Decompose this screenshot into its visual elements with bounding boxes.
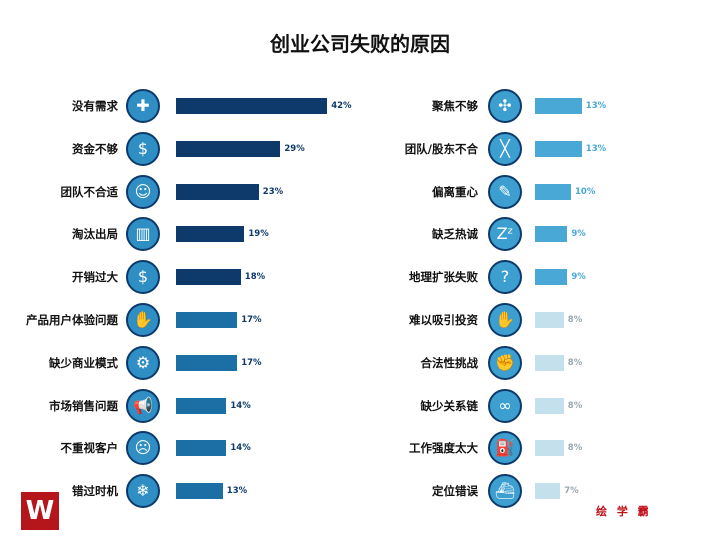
brand-label: 绘 学 霸 — [596, 505, 652, 518]
value-label: 8% — [567, 315, 583, 325]
bar — [535, 140, 582, 157]
value-label: 9% — [571, 272, 586, 283]
category-label: 偏离重心 — [432, 184, 478, 199]
value-label: 13% — [226, 486, 248, 497]
category-label: 资金不够 — [72, 141, 118, 156]
gas-pump-icon: ⛽ — [488, 431, 522, 466]
value-label: 18% — [244, 272, 266, 283]
value-label: 7% — [564, 486, 579, 497]
bar — [535, 269, 568, 286]
snowflake-icon: ❄ — [126, 474, 160, 509]
ship-icon: ⛴ — [488, 474, 522, 509]
value-label: 14% — [230, 443, 251, 454]
value-label: 10% — [575, 186, 596, 197]
bar — [176, 140, 281, 157]
value-label: 13% — [585, 143, 607, 154]
category-label: 地理扩张失败 — [409, 270, 478, 285]
value-label: 8% — [567, 357, 583, 368]
value-label: 8% — [567, 400, 583, 411]
value-label: 13% — [585, 101, 607, 111]
category-label: 产品用户体验问题 — [26, 313, 118, 327]
value-label: 14% — [230, 400, 251, 411]
category-label: 错过时机 — [72, 484, 118, 499]
bar — [176, 483, 223, 500]
category-label: 没有需求 — [72, 99, 118, 113]
value-label: 17% — [241, 315, 262, 325]
bar — [535, 397, 564, 414]
megaphone-icon: 📢 — [126, 388, 160, 423]
category-label: 缺少商业模式 — [49, 355, 118, 370]
value-label: 29% — [284, 143, 305, 154]
bar — [176, 312, 238, 328]
team-icon: ☺ — [126, 174, 160, 209]
coins-icon: $ — [126, 260, 160, 295]
handshake-icon: ✋ — [488, 303, 522, 337]
bar — [535, 183, 571, 200]
thumbs-down-icon: ✋ — [126, 303, 160, 337]
bar — [535, 312, 564, 328]
category-label: 淘汰出局 — [72, 227, 118, 242]
bar — [535, 98, 582, 114]
bar — [176, 440, 227, 457]
category-label: 合法性挑战 — [420, 355, 479, 370]
value-label: 8% — [567, 443, 583, 454]
category-label: 工作强度太大 — [409, 441, 478, 456]
bar — [176, 183, 259, 200]
bar — [176, 354, 238, 371]
value-label: 17% — [241, 357, 262, 368]
logo: W — [21, 492, 59, 530]
puzzle-icon: ✚ — [126, 89, 160, 123]
value-label: 42% — [331, 101, 352, 111]
pencil-icon: ✎ — [488, 174, 522, 209]
value-label: 23% — [262, 186, 284, 197]
category-label: 团队不合适 — [60, 184, 119, 199]
value-label: 19% — [248, 229, 269, 240]
bar — [176, 226, 245, 243]
category-label: 缺乏热诚 — [432, 227, 478, 242]
podium-icon: ▥ — [126, 217, 160, 252]
bar — [535, 440, 564, 457]
arrows-icon: ✣ — [488, 89, 522, 123]
category-label: 市场销售问题 — [49, 398, 118, 413]
location-icon: ? — [488, 260, 522, 295]
bar — [535, 483, 561, 500]
category-label: 团队/股东不合 — [404, 141, 478, 156]
bar — [535, 354, 564, 371]
money-bag-icon: $ — [126, 131, 160, 166]
category-label: 缺少关系链 — [420, 398, 479, 413]
monkey-icon: ☹ — [126, 431, 160, 466]
value-label: 9% — [571, 229, 586, 240]
oars-icon: ╳ — [488, 131, 522, 166]
category-label: 聚焦不够 — [432, 99, 478, 113]
category-label: 定位错误 — [432, 484, 478, 499]
category-label: 开销过大 — [72, 270, 118, 285]
category-label: 不重视客户 — [60, 441, 119, 456]
bar — [176, 269, 241, 286]
chain-icon: ∞ — [488, 388, 522, 423]
category-label: 难以吸引投资 — [409, 313, 478, 327]
fist-icon: ✊ — [488, 345, 522, 380]
bar — [176, 397, 227, 414]
wheel-icon: ⚙ — [126, 345, 160, 380]
chart-title: 创业公司失败的原因 — [270, 32, 450, 56]
bar — [535, 226, 568, 243]
bar — [176, 98, 328, 114]
sleep-icon: Zᶻ — [488, 217, 522, 252]
